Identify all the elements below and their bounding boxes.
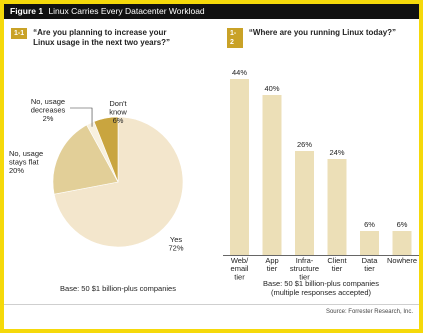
pie-label-yes: Yes 72% (168, 235, 183, 253)
left-panel-badge: 1-1 (11, 28, 28, 39)
pie-leader-line (70, 107, 93, 127)
bar-category-line: Infra- (296, 256, 314, 265)
bar-value-label: 24% (329, 148, 344, 157)
bar-category-line: App (265, 256, 278, 265)
figure-label: Figure 1 (10, 6, 44, 16)
bar-value-label: 44% (232, 68, 247, 77)
bar-value-label: 40% (264, 84, 279, 93)
pie-label-line: No, usage (31, 97, 65, 106)
bar-category-label: Infra-structure tier (290, 256, 319, 281)
pie-value-label: 20% (9, 166, 24, 175)
bar-data-tier (360, 231, 379, 255)
pie-label-line: Yes (170, 235, 182, 244)
pie-label-line: know (109, 108, 127, 117)
pie-label-don-t-know: Don't know 6% (109, 99, 127, 125)
bar-category-label: Data tier (362, 256, 379, 273)
bar-category-line: tier (299, 272, 310, 281)
pie-slice-yes (53, 116, 184, 248)
pie-value-label: 6% (113, 116, 124, 125)
source-note: Source: Forrester Research, Inc. (325, 309, 413, 315)
pie-value-label: 72% (168, 244, 183, 253)
bar-value-label: 6% (364, 220, 375, 229)
bar-category-line: email (231, 264, 249, 273)
footer-divider (4, 304, 419, 305)
bar-client-tier (327, 159, 347, 255)
bar-category-label: Client tier (327, 256, 347, 273)
pie-label-line: No, usage (9, 149, 43, 158)
pie-label-no-usage-decreases: No, usage decreases 2% (31, 97, 66, 123)
bar-web-email-tier (230, 79, 249, 255)
bar-category-line: tier (332, 264, 343, 273)
bar-value-label: 6% (397, 220, 408, 229)
bar-app-tier (262, 95, 282, 255)
bar-category-line: Web/ (231, 256, 249, 265)
figure-frame: Figure 1 Linux Carries Every Datacenter … (4, 4, 419, 329)
bar-category-line: Client (327, 256, 347, 265)
bar-category-label: Web/email tier (231, 256, 250, 281)
left-panel-base: Base: 50 $1 billion-plus companies (60, 284, 176, 293)
bar-value-label: 26% (297, 140, 312, 149)
pie-label-line: Don't (109, 99, 127, 108)
left-panel-question: “Are you planning to increase your Linux… (33, 28, 171, 47)
bar-category-line: tier (234, 272, 245, 281)
bar-infra-structure-tier (295, 151, 314, 255)
bar-category-label: Nowhere (387, 256, 417, 265)
right-panel-question: “Where are you running Linux today?” (248, 28, 397, 37)
pie-chart: Yes 72%No, usage stays flat 20%No, usage dec… (9, 97, 184, 253)
pie-label-line: decreases (31, 106, 66, 115)
bar-category-label: App tier (265, 256, 278, 273)
pie-slice-no-usage-stays-flat (52, 124, 119, 195)
bar-category-line: structure (290, 264, 319, 273)
pie-label-no-usage-stays-flat: No, usage stays flat 20% (9, 149, 43, 175)
pie-label-line: stays flat (9, 158, 40, 167)
bar-category-line: tier (364, 264, 375, 273)
bar-category-line: Data (362, 256, 379, 265)
bar-category-line: tier (267, 264, 278, 273)
right-panel-base: Base: 50 $1 billion-plus companies (mult… (263, 279, 379, 297)
right-panel-header: 1-2 “Where are you running Linux today?” (227, 28, 419, 48)
figure-title: Linux Carries Every Datacenter Workload (48, 6, 205, 16)
pie-value-label: 2% (43, 114, 54, 123)
pie-slice-don-t-know (93, 116, 119, 183)
left-panel-header: 1-1 “Are you planning to increase your L… (11, 28, 203, 48)
right-panel-badge: 1-2 (227, 28, 243, 48)
figure-title-bar: Figure 1 Linux Carries Every Datacenter … (4, 4, 419, 19)
bar-nowhere (392, 231, 412, 255)
bar-category-line: Nowhere (387, 256, 417, 265)
